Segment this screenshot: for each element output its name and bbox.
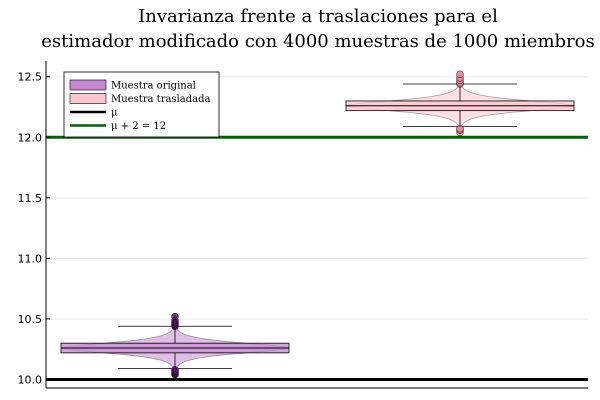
chart-title: Invarianza frente a traslaciones para el… (41, 6, 594, 52)
outlier-point-1-7 (456, 70, 464, 78)
legend-label-series-0: Muestra original (111, 81, 196, 92)
outliers (171, 70, 464, 379)
y-tick-label-2: 11.0 (18, 252, 43, 265)
boxplot-0 (60, 325, 290, 370)
legend: Muestra original Muestra trasladada μ μ + 2… (63, 71, 220, 138)
y-tick-label-5: 12.5 (18, 71, 43, 84)
legend-label-series-1: Muestra trasladada (111, 94, 210, 105)
legend-swatch-series-0 (69, 79, 107, 91)
y-tick-label-3: 11.5 (18, 192, 43, 205)
boxplot-1 (345, 83, 575, 127)
y-tick-label-1: 10.5 (18, 313, 43, 326)
y-tick-label-4: 12.0 (18, 131, 43, 144)
legend-swatch-series-1 (69, 93, 107, 104)
legend-label-refline-1: μ + 2 = 12 (111, 121, 166, 132)
chart-title-line-1: Invarianza frente a traslaciones para el (138, 6, 498, 27)
outlier-point-0-10 (171, 312, 179, 321)
legend-label-refline-0: μ (111, 108, 118, 119)
outlier-point-0-4 (171, 366, 179, 374)
boxplots (60, 83, 575, 370)
chart-title-line-2: estimador modificado con 4000 muestras d… (41, 31, 594, 52)
axes: 10.0 10.5 11.0 11.5 12.0 12.5 (18, 61, 588, 389)
y-tick-label-0: 10.0 (18, 374, 43, 387)
outlier-point-1-2 (456, 125, 464, 133)
